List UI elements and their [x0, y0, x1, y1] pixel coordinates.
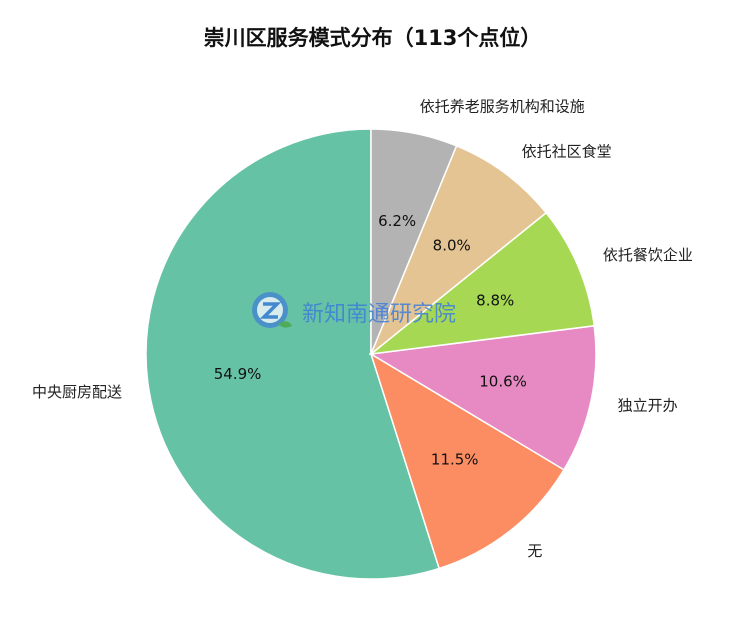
slice-category-label: 依托社区食堂	[522, 143, 612, 161]
slice-category-label: 无	[527, 542, 542, 560]
slice-percent-label: 10.6%	[479, 372, 527, 390]
slice-percent-label: 11.5%	[431, 450, 479, 468]
slice-category-label: 中央厨房配送	[32, 383, 122, 401]
slice-category-label: 依托养老服务机构和设施	[420, 97, 585, 115]
pie-slice	[370, 128, 458, 355]
watermark: 新知南通研究院	[250, 290, 456, 334]
pie-slice	[369, 352, 565, 570]
pie-slice	[145, 128, 441, 580]
z-logo-icon	[252, 292, 292, 328]
pie-slice	[368, 324, 597, 471]
watermark-text: 新知南通研究院	[302, 302, 457, 327]
slice-percent-label: 8.0%	[433, 236, 471, 254]
slice-category-label: 独立开办	[618, 396, 678, 414]
pie-slice	[370, 144, 548, 355]
slice-category-label: 依托餐饮企业	[603, 246, 693, 264]
pie-slice	[368, 211, 596, 356]
slice-percent-label: 54.9%	[214, 365, 262, 383]
slice-percent-label: 6.2%	[378, 212, 416, 230]
chart-title: 崇川区服务模式分布（113个点位）	[203, 26, 542, 50]
slice-percent-label: 8.8%	[476, 292, 514, 310]
